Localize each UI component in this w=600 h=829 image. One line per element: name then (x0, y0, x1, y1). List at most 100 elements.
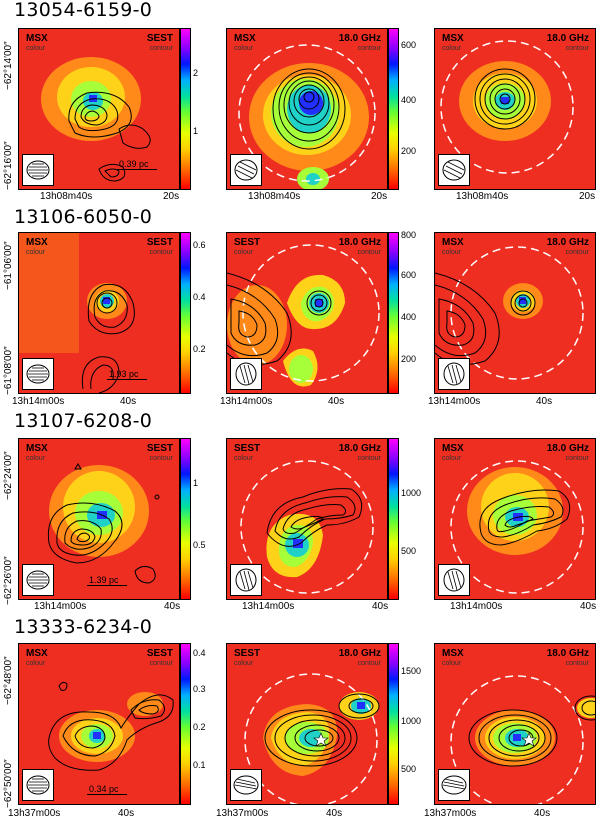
scale-bar-label: 1.39 pc (89, 575, 119, 585)
xtick-label: 13h37m00s (424, 808, 477, 819)
scale-bar-label: 0.39 pc (119, 159, 149, 169)
colorbar-tick: 0.3 (193, 684, 206, 694)
beam-icon (230, 154, 262, 186)
panel-label-right: SEST (146, 648, 173, 659)
panel-label-right: 18.0 GHz (546, 33, 589, 44)
xtick-label: 40s (326, 808, 343, 819)
colorbar-tick: 1 (193, 126, 199, 136)
xtick-label: 40s (536, 396, 553, 407)
scale-bar (87, 585, 127, 586)
xtick-label: 20s (371, 191, 388, 202)
panel-sest-18ghz: SEST colour 18.0 GHz contour (226, 643, 388, 805)
colorbar-tick: 0.4 (193, 292, 206, 302)
ytick-label: −62°14′00″ (3, 41, 14, 90)
panel-label-right: 18.0 GHz (338, 33, 381, 44)
ytick-label: −62°24′00″ (3, 451, 14, 500)
xtick-label: 40s (164, 601, 181, 612)
xtick-label: 40s (120, 396, 137, 407)
panel-label-left: MSX (26, 443, 48, 454)
colorbar-tick: 2 (193, 68, 199, 78)
panel-label-left: MSX (234, 33, 256, 44)
panel-sublabel-right: contour (357, 660, 381, 667)
xtick-label: 40s (372, 601, 389, 612)
xtick-label: 13h14m00s (12, 396, 65, 407)
xtick-label: 20s (579, 191, 596, 202)
colorbar (388, 28, 399, 190)
xtick-label: 13h37m00s (8, 808, 61, 819)
colorbar-tick: 1000 (401, 716, 422, 726)
panel-msx-18ghz: MSX colour 18.0 GHz contour (226, 28, 388, 190)
beam-icon (22, 769, 54, 801)
panel-sublabel-right: contour (149, 455, 173, 462)
panel-msx-sest: MSX colour SEST contour 0.34 pc (18, 643, 180, 805)
panel-sublabel-right: contour (565, 455, 589, 462)
panel-label-left: SEST (234, 443, 261, 454)
colorbar (180, 643, 191, 805)
panel-label-right: 18.0 GHz (546, 648, 589, 659)
xtick-label: 13h08m40s (40, 191, 93, 202)
xtick-label: 40s (580, 601, 597, 612)
xtick-label: 13h08m40s (456, 191, 509, 202)
colorbar-tick: 400 (401, 312, 417, 322)
scale-bar-label: 0.34 pc (89, 784, 119, 794)
scale-bar (87, 794, 127, 795)
xtick-label: 13h14m00s (428, 396, 481, 407)
panel-sublabel-left: colour (234, 45, 254, 52)
panel-sublabel-left: colour (26, 660, 46, 667)
panel-sest-18ghz: SEST colour 18.0 GHz contour (226, 232, 388, 394)
beam-icon (438, 564, 470, 596)
panel-label-right: 18.0 GHz (546, 237, 589, 248)
colorbar-tick: 1 (193, 478, 199, 488)
colorbar-tick: 0.1 (193, 760, 206, 770)
ytick-label: −62°48′00″ (3, 656, 14, 705)
panel-sublabel-left: colour (234, 455, 254, 462)
panel-sublabel-left: colour (442, 660, 462, 667)
xtick-label: 40s (534, 808, 551, 819)
panel-sublabel-right: contour (149, 45, 173, 52)
beam-icon (22, 564, 54, 596)
colorbar-tick: 1500 (401, 666, 422, 676)
xtick-label: 20s (163, 191, 180, 202)
ytick-label: −62°50′00″ (3, 759, 14, 808)
colorbar-tick: 600 (401, 270, 417, 280)
panel-label-right: SEST (146, 237, 173, 248)
colorbar (180, 232, 191, 394)
panel-sublabel-right: contour (149, 249, 173, 256)
panel-label-left: MSX (26, 237, 48, 248)
panel-sublabel-right: contour (565, 45, 589, 52)
panel-sest-18ghz: SEST colour 18.0 GHz contour (226, 438, 388, 600)
ytick-label: −61°08′00″ (3, 346, 14, 395)
ytick-label: −62°16′00″ (3, 141, 14, 190)
colorbar-tick: 400 (401, 95, 417, 105)
panel-sublabel-right: contour (357, 45, 381, 52)
colorbar-tick: 800 (401, 230, 417, 240)
panel-sublabel-left: colour (26, 249, 46, 256)
panel-label-right: SEST (146, 443, 173, 454)
panel-label-left: MSX (442, 443, 464, 454)
panel-label-right: 18.0 GHz (338, 237, 381, 248)
colorbar (388, 643, 399, 805)
beam-icon (22, 358, 54, 390)
beam-icon (230, 564, 262, 596)
panel-label-left: MSX (442, 648, 464, 659)
colorbar-tick: 600 (401, 40, 417, 50)
panel-sublabel-left: colour (442, 455, 462, 462)
beam-icon (438, 154, 470, 186)
panel-msx-18ghz: MSX colour 18.0 GHz contour (434, 643, 596, 805)
colorbar-tick: 200 (401, 146, 417, 156)
ytick-label: −61°06′00″ (3, 241, 14, 290)
ytick-label: −62°26′00″ (3, 556, 14, 605)
panel-sublabel-right: contour (565, 249, 589, 256)
panel-msx-sest: MSX colour SEST contour 1.39 pc (18, 438, 180, 600)
beam-icon (22, 154, 54, 186)
colorbar-tick: 0.5 (193, 540, 206, 550)
panel-label-right: 18.0 GHz (338, 443, 381, 454)
colorbar (180, 28, 191, 190)
panel-sublabel-left: colour (442, 45, 462, 52)
panel-msx-sest: MSX colour SEST contour 1.93 pc (18, 232, 180, 394)
source-title-13333: 13333-6234-0 (14, 616, 153, 638)
panel-label-left: MSX (442, 237, 464, 248)
colorbar-tick: 0.6 (193, 240, 206, 250)
panel-sublabel-right: contour (565, 660, 589, 667)
colorbar-tick: 0.2 (193, 344, 206, 354)
